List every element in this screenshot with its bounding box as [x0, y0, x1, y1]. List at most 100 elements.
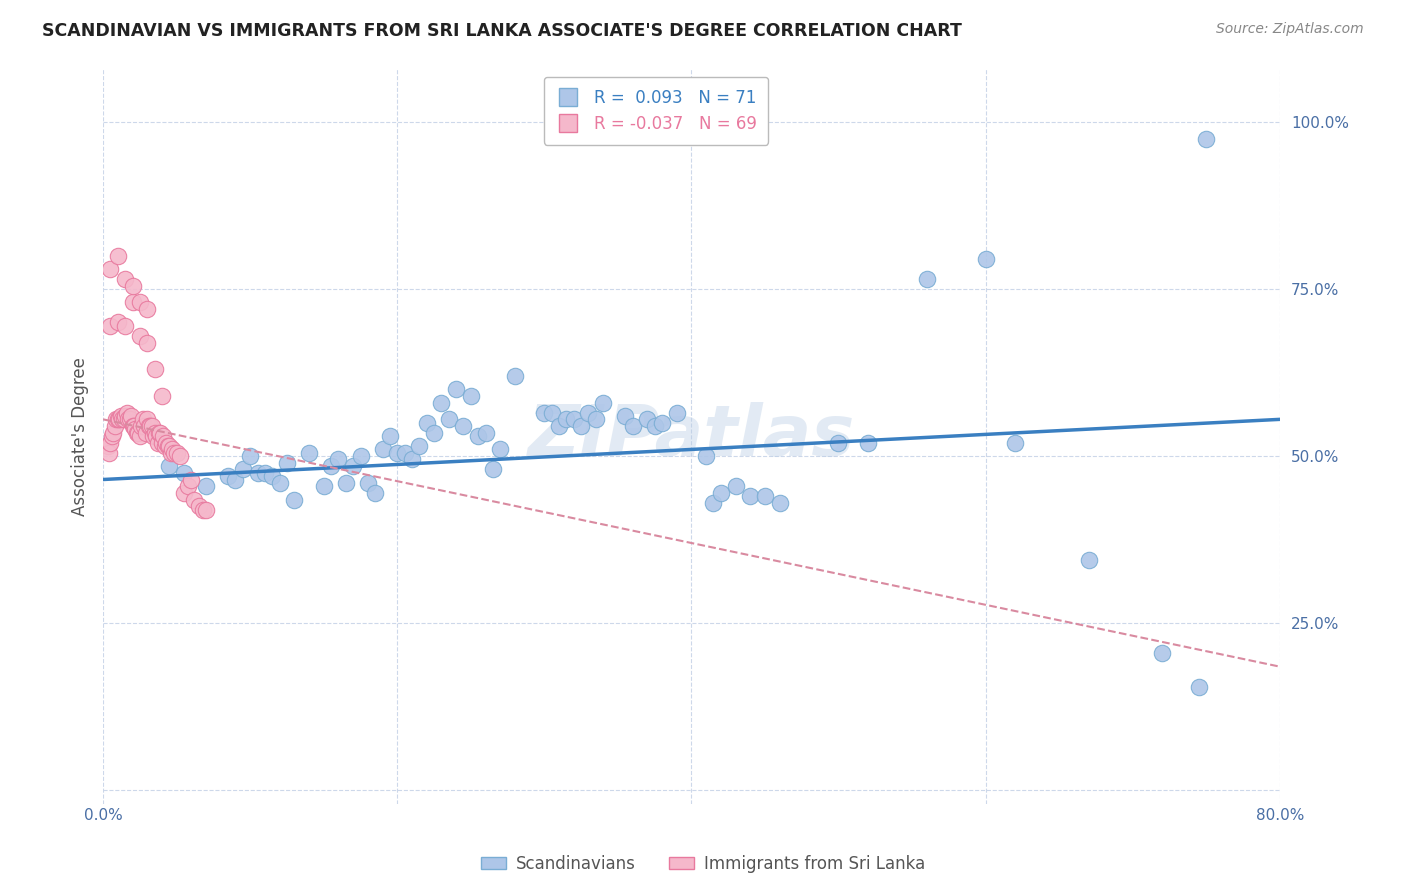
Point: [149, 425, 172, 440]
Point: [121, 295, 143, 310]
Point: [651, 416, 673, 430]
Point: [143, 425, 166, 440]
Point: [974, 252, 997, 266]
Point: [114, 409, 136, 423]
Point: [122, 419, 145, 434]
Point: [423, 425, 446, 440]
Point: [159, 446, 181, 460]
Point: [569, 419, 592, 434]
Point: [349, 449, 371, 463]
Point: [129, 328, 152, 343]
Point: [191, 502, 214, 516]
Point: [644, 419, 666, 434]
Point: [474, 425, 496, 440]
Point: [156, 439, 179, 453]
Point: [150, 389, 173, 403]
Point: [533, 406, 555, 420]
Point: [856, 435, 879, 450]
Point: [107, 249, 129, 263]
Point: [740, 489, 762, 503]
Legend: Scandinavians, Immigrants from Sri Lanka: Scandinavians, Immigrants from Sri Lanka: [474, 848, 932, 880]
Point: [124, 422, 146, 436]
Point: [269, 475, 291, 490]
Point: [157, 459, 180, 474]
Point: [827, 435, 849, 450]
Point: [695, 449, 717, 463]
Point: [246, 466, 269, 480]
Point: [585, 412, 607, 426]
Point: [107, 316, 129, 330]
Point: [702, 496, 724, 510]
Text: Source: ZipAtlas.com: Source: ZipAtlas.com: [1216, 22, 1364, 37]
Point: [283, 492, 305, 507]
Point: [114, 318, 136, 333]
Point: [408, 439, 430, 453]
Point: [710, 486, 733, 500]
Point: [357, 475, 380, 490]
Point: [232, 462, 254, 476]
Point: [183, 492, 205, 507]
Point: [108, 412, 131, 426]
Point: [104, 419, 127, 434]
Point: [152, 429, 174, 443]
Point: [342, 459, 364, 474]
Point: [460, 389, 482, 403]
Point: [121, 278, 143, 293]
Point: [217, 469, 239, 483]
Point: [157, 439, 180, 453]
Point: [724, 479, 747, 493]
Point: [139, 419, 162, 434]
Point: [453, 419, 475, 434]
Point: [401, 452, 423, 467]
Point: [132, 412, 155, 426]
Text: ZIPatlas: ZIPatlas: [527, 401, 855, 471]
Point: [143, 362, 166, 376]
Point: [415, 416, 437, 430]
Point: [312, 479, 335, 493]
Point: [101, 429, 124, 443]
Point: [136, 412, 159, 426]
Point: [117, 412, 139, 426]
Point: [335, 475, 357, 490]
Point: [120, 409, 142, 423]
Point: [111, 412, 134, 426]
Point: [127, 425, 149, 440]
Point: [118, 412, 141, 426]
Point: [364, 486, 387, 500]
Point: [142, 429, 165, 443]
Point: [136, 302, 159, 317]
Point: [138, 419, 160, 434]
Point: [614, 409, 637, 423]
Point: [1077, 552, 1099, 566]
Point: [148, 425, 170, 440]
Point: [100, 435, 122, 450]
Point: [134, 419, 156, 434]
Point: [437, 412, 460, 426]
Point: [121, 419, 143, 434]
Point: [754, 489, 776, 503]
Point: [195, 479, 218, 493]
Point: [162, 442, 184, 457]
Point: [1188, 680, 1211, 694]
Point: [187, 500, 209, 514]
Point: [105, 412, 128, 426]
Point: [371, 442, 394, 457]
Point: [239, 449, 262, 463]
Point: [125, 425, 148, 440]
Point: [115, 406, 138, 420]
Point: [112, 412, 135, 426]
Point: [276, 456, 298, 470]
Point: [1195, 131, 1218, 145]
Point: [136, 335, 159, 350]
Point: [107, 412, 129, 426]
Point: [467, 429, 489, 443]
Point: [129, 429, 152, 443]
Point: [555, 412, 578, 426]
Point: [578, 406, 600, 420]
Point: [100, 318, 122, 333]
Point: [394, 446, 416, 460]
Point: [1150, 646, 1173, 660]
Text: SCANDINAVIAN VS IMMIGRANTS FROM SRI LANKA ASSOCIATE'S DEGREE CORRELATION CHART: SCANDINAVIAN VS IMMIGRANTS FROM SRI LANK…: [42, 22, 962, 40]
Point: [319, 459, 342, 474]
Y-axis label: Associate's Degree: Associate's Degree: [72, 357, 89, 516]
